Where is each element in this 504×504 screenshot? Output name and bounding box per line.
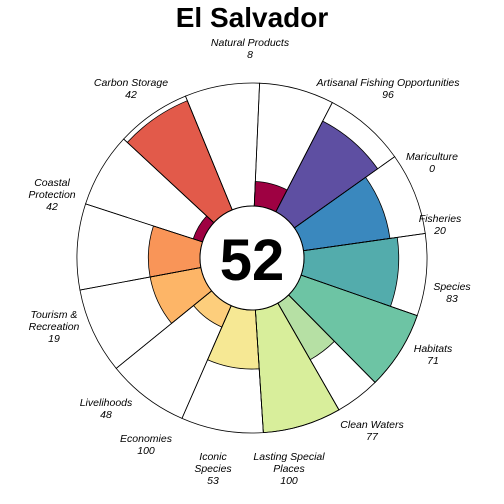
petal-label-8: Iconic Species 53 — [194, 451, 232, 487]
petal-label-6: Clean Waters 77 — [340, 419, 404, 443]
petal-1 — [126, 100, 233, 224]
petal-label-12: Coastal Protection 42 — [28, 177, 75, 213]
overall-score: 52 — [220, 228, 285, 293]
petal-label-1: Artisanal Fishing Opportunities 96 — [316, 77, 461, 101]
petal-label-13: Carbon Storage 42 — [94, 77, 168, 101]
petal-label-11: Tourism & Recreation 19 — [29, 309, 80, 345]
petal-label-9: Economies 100 — [120, 433, 173, 457]
petal-label-4: Species 83 — [433, 281, 471, 305]
petal-label-2: Mariculture 0 — [406, 151, 458, 175]
center-circle — [199, 205, 305, 311]
petals-layer — [126, 100, 418, 434]
petal-label-5: Habitats 71 — [414, 343, 453, 367]
petal-label-0: Natural Products 8 — [211, 37, 290, 61]
petal-label-3: Fisheries 20 — [419, 213, 462, 237]
petal-label-10: Livelihoods 48 — [80, 397, 133, 421]
labels-layer: Natural Products 8 Artisanal Fishing Oppor… — [28, 37, 471, 487]
chart-title: El Salvador — [175, 2, 329, 33]
petal-label-7: Lasting Special Places 100 — [253, 451, 325, 487]
